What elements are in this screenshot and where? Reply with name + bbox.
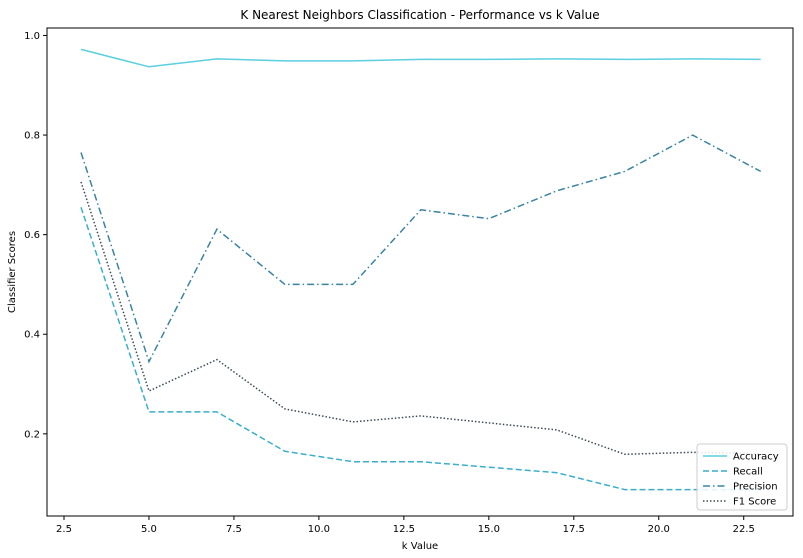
legend-label: Precision bbox=[733, 482, 778, 493]
legend-label: F1 Score bbox=[733, 497, 776, 508]
x-tick-label: 20.0 bbox=[648, 524, 670, 535]
x-tick-label: 17.5 bbox=[563, 524, 585, 535]
series-line-precision bbox=[80, 134, 762, 364]
chart-title: K Nearest Neighbors Classification - Per… bbox=[240, 8, 599, 22]
x-tick-label: 5.0 bbox=[141, 524, 157, 535]
series-line-recall bbox=[80, 207, 761, 491]
y-tick-label: 0.2 bbox=[24, 429, 40, 440]
series-line-accuracy bbox=[80, 48, 761, 68]
x-tick-label: 12.5 bbox=[393, 524, 415, 535]
x-axis-label: k Value bbox=[402, 541, 438, 552]
legend-label: Recall bbox=[733, 467, 763, 478]
x-tick-label: 7.5 bbox=[226, 524, 242, 535]
legend-label: Accuracy bbox=[733, 452, 779, 463]
plot-area: 2.5 5.0 7.5 10.0 12.5 15.0 17.5 20.0 22.5 0.2 0.4 0… bbox=[24, 27, 794, 535]
legend-box bbox=[696, 443, 788, 511]
y-tick-label: 0.4 bbox=[24, 330, 40, 341]
y-axis-label: Classifier Scores bbox=[7, 231, 18, 313]
y-tick-label: 0.6 bbox=[24, 230, 40, 241]
x-tick-label: 10.0 bbox=[308, 524, 330, 535]
y-tick-label: 1.0 bbox=[24, 31, 40, 42]
axes-frame bbox=[46, 27, 794, 517]
x-tick-label: 2.5 bbox=[56, 524, 72, 535]
legend: Accuracy Recall Precision F1 Score bbox=[696, 443, 788, 511]
y-tick-label: 0.8 bbox=[24, 131, 40, 142]
x-tick-label: 15.0 bbox=[478, 524, 500, 535]
series-line-f1-score bbox=[80, 181, 761, 456]
x-tick-label: 22.5 bbox=[733, 524, 755, 535]
